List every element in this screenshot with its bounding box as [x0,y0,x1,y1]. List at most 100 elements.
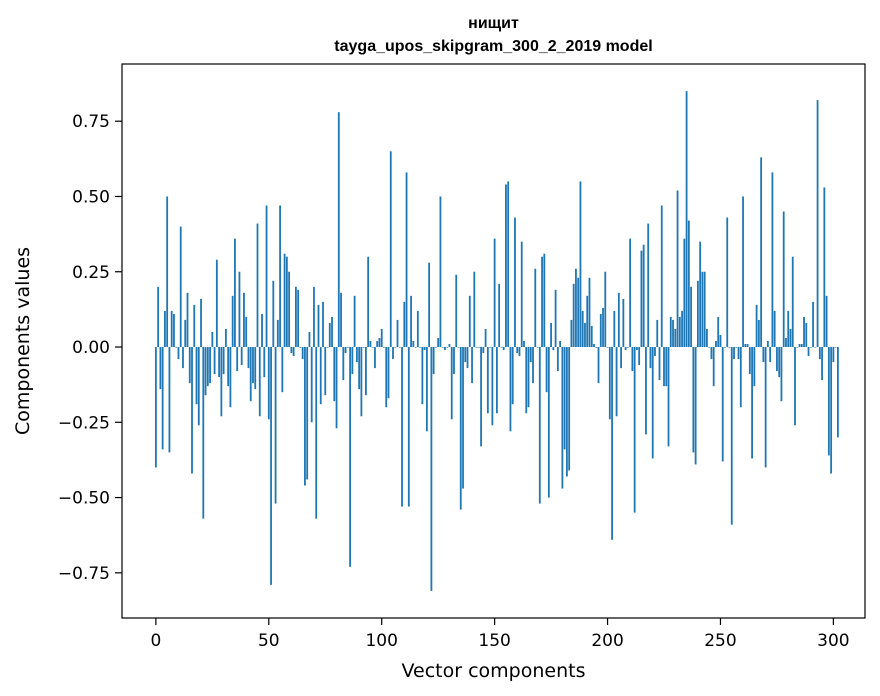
x-axis-label: Vector components [402,660,586,682]
bar-149 [491,347,494,426]
bar-165 [527,347,530,408]
bar-289 [807,347,810,357]
bar-27 [215,259,218,348]
y-axis-label: Components values [12,247,34,435]
bar-36 [236,347,239,372]
bar-80 [335,347,338,429]
bar-282 [791,256,794,348]
bar-18 [195,347,198,405]
bar-202 [611,347,613,540]
bar-182 [565,347,568,477]
bar-88 [353,295,356,348]
bar-137 [464,347,467,363]
bar-199 [604,271,607,348]
bar-69 [310,347,313,423]
bar-296 [823,187,826,348]
bar-48 [263,347,266,378]
bar-92 [362,347,365,348]
y-tick-label-3: 0.00 [72,338,110,358]
bar-260 [742,196,744,348]
bar-146 [484,328,487,348]
bar-29 [220,347,223,417]
bar-170 [538,347,541,504]
bar-106 [394,347,397,348]
bar-117 [419,347,422,348]
bar-13 [184,319,187,348]
bar-17 [193,304,196,348]
bar-278 [782,211,785,348]
bar-290 [809,347,812,348]
bar-206 [620,347,623,369]
bar-65 [301,347,304,360]
bar-266 [755,304,758,348]
bar-67 [306,347,309,480]
bar-130 [448,344,451,348]
bar-244 [706,328,708,348]
bar-192 [588,277,591,348]
bar-108 [398,347,401,348]
bar-51 [270,347,272,585]
bar-240 [696,280,699,348]
bar-144 [480,347,482,447]
bar-25 [211,331,214,348]
bar-42 [249,347,252,402]
bar-123 [432,347,435,375]
bar-225 [663,347,665,387]
bar-223 [658,347,661,381]
bar-136 [462,347,464,489]
bar-34 [231,295,234,348]
bar-66 [304,347,306,486]
bar-283 [794,347,796,426]
bar-8 [173,313,175,348]
bar-99 [378,337,381,348]
bar-181 [563,347,566,450]
chart-title: нищит [468,15,519,32]
y-tick-label-2: −0.25 [58,413,110,433]
bar-15 [188,347,191,384]
bar-201 [608,347,611,420]
bar-75 [324,347,327,396]
bar-12 [182,347,184,369]
bar-183 [568,347,571,471]
bar-132 [453,347,455,375]
bar-47 [261,313,263,348]
bar-113 [410,295,412,348]
bar-280 [787,310,790,348]
bar-125 [437,337,440,348]
bar-23 [206,347,209,387]
bar-55 [279,205,281,348]
bar-143 [477,347,480,348]
bar-264 [751,347,753,459]
bar-56 [281,347,284,393]
bar-43 [252,347,254,384]
bars-group [154,91,839,591]
bar-246 [710,347,713,360]
bar-256 [733,347,735,360]
bar-86 [349,347,351,567]
bar-267 [757,319,760,348]
bar-172 [543,253,546,348]
bar-255 [730,347,733,525]
x-tick-label-250: 250 [704,631,736,651]
bar-78 [331,316,333,348]
bar-154 [502,347,505,351]
bar-229 [672,319,674,348]
bar-168 [534,268,537,348]
bar-187 [577,277,580,348]
x-tick-label-100: 100 [365,631,397,651]
bar-94 [367,256,370,348]
bar-224 [660,205,663,348]
bar-79 [333,347,336,402]
bar-159 [514,217,516,348]
bar-297 [825,295,828,348]
bar-212 [633,347,636,513]
bar-19 [197,347,200,426]
bar-235 [685,91,688,348]
bar-226 [665,347,668,387]
bar-95 [369,341,372,348]
bar-200 [606,347,609,348]
bar-58 [285,256,288,348]
bar-153 [500,347,503,348]
bar-253 [726,217,729,348]
bar-38 [240,347,243,366]
